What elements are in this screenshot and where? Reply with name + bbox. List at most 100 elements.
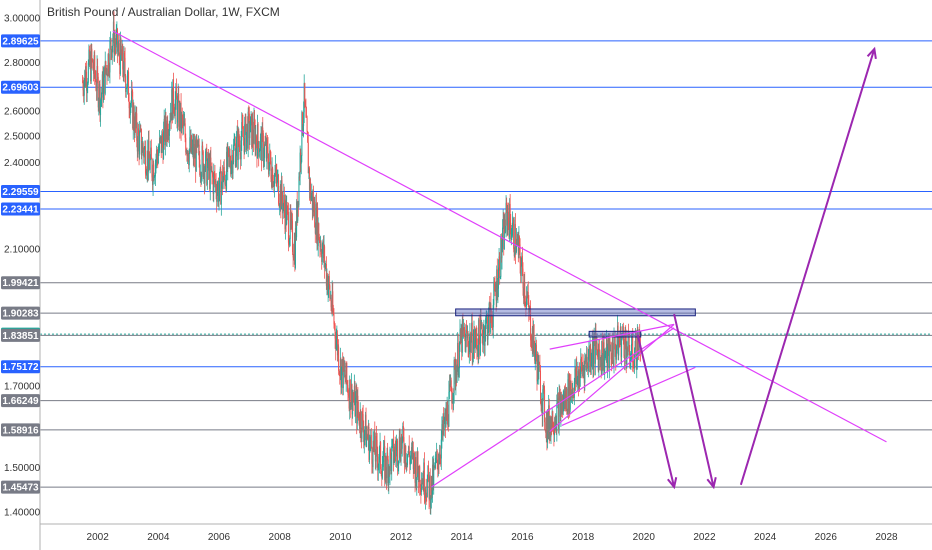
- candle-body-907: [611, 359, 613, 363]
- candle-body-315: [265, 141, 267, 159]
- level-label-box-0: [1, 34, 40, 48]
- candle-body-483: [363, 434, 365, 442]
- candle-body-179: [186, 150, 188, 156]
- candle-body-552: [404, 455, 406, 464]
- candle-body-522: [386, 452, 388, 479]
- candle-body-688: [483, 326, 485, 335]
- x-tick-label-1: 2004: [147, 532, 170, 543]
- candle-body-104: [142, 143, 144, 151]
- candle-body-454: [346, 381, 348, 386]
- candle-body-689: [483, 326, 485, 346]
- candle-body-533: [392, 439, 394, 463]
- candle-body-826: [563, 393, 565, 409]
- candle-body-397: [313, 201, 315, 213]
- candle-body-19: [93, 70, 95, 74]
- candle-body-88: [133, 106, 135, 128]
- candle-body-574: [416, 451, 418, 478]
- candle-body-318: [267, 146, 269, 164]
- candle-body-292: [252, 121, 254, 140]
- x-tick-label-3: 2008: [269, 532, 292, 543]
- candle-body-830: [566, 388, 568, 411]
- candle-body-335: [277, 175, 279, 176]
- candle-body-856: [581, 363, 583, 371]
- candle-body-674: [475, 329, 477, 341]
- candle-body-493: [369, 440, 371, 444]
- candle-body-660: [467, 335, 469, 338]
- candle-body-646: [458, 345, 460, 369]
- candle-body-407: [319, 240, 321, 247]
- candle-body-590: [426, 495, 428, 497]
- candle-body-479: [361, 411, 363, 439]
- candle-body-297: [255, 135, 257, 151]
- candle-body-893: [603, 342, 605, 363]
- candle-body-670: [472, 340, 474, 359]
- candle-body-442: [339, 359, 341, 374]
- candle-body-480: [362, 411, 364, 415]
- candle-body-650: [461, 329, 463, 353]
- candle-body-110: [146, 172, 148, 175]
- level-label-text-5: 1.90283: [2, 309, 39, 320]
- candle-body-63: [118, 43, 120, 57]
- candle-body-374: [300, 152, 302, 164]
- candle-body-765: [528, 302, 530, 314]
- candle-body-322: [269, 150, 271, 162]
- candle-body-357: [290, 211, 292, 224]
- trendlines-layer: [112, 30, 887, 488]
- candle-body-751: [520, 263, 522, 276]
- candle-body-509: [378, 447, 380, 463]
- candle-body-377: [301, 112, 303, 134]
- candle-body-762: [526, 296, 528, 298]
- candle-body-387: [307, 142, 309, 174]
- candle-body-789: [542, 389, 544, 416]
- candle-body-184: [189, 137, 191, 150]
- candle-body-614: [440, 457, 442, 459]
- candle-body-32: [100, 97, 102, 101]
- candle-body-894: [603, 342, 605, 372]
- candle-body-510: [379, 442, 381, 448]
- level-labels-layer: 2.89625 2.69603 2.29559 2.23441 1.99421 1.902…: [1, 34, 40, 494]
- candle-body-294: [253, 118, 255, 144]
- candle-body-832: [567, 379, 569, 413]
- candle-body-356: [289, 211, 291, 240]
- candles-layer: [81, 11, 641, 515]
- candle-body-160: [175, 86, 177, 100]
- candle-body-853: [579, 373, 581, 387]
- candle-body-352: [287, 207, 289, 212]
- candle-body-666: [470, 340, 472, 352]
- candle-body-888: [600, 359, 602, 361]
- candle-body-198: [197, 140, 199, 146]
- candle-body-17: [91, 59, 93, 61]
- candle-body-129: [157, 156, 159, 164]
- candle-body-721: [502, 220, 504, 228]
- candle-body-582: [421, 483, 423, 485]
- candle-body-429: [332, 291, 334, 311]
- candle-body-517: [383, 446, 385, 448]
- candle-body-302: [258, 141, 260, 157]
- candle-body-890: [601, 341, 603, 372]
- candle-body-741: [514, 224, 516, 257]
- candle-body-203: [200, 173, 202, 180]
- candle-body-291: [251, 121, 253, 148]
- candle-body-596: [429, 475, 431, 507]
- candle-body-953: [638, 352, 640, 356]
- candle-body-525: [388, 467, 390, 484]
- candle-body-580: [420, 487, 422, 492]
- candle-body-700: [490, 303, 492, 317]
- candle-body-445: [341, 359, 343, 367]
- candle-body-601: [432, 464, 434, 487]
- candle-body-807: [552, 431, 554, 432]
- candle-body-30: [99, 84, 101, 116]
- candle-body-863: [585, 356, 587, 362]
- candle-body-52: [112, 37, 114, 47]
- candle-body-440: [338, 370, 340, 373]
- candle-body-771: [531, 328, 533, 347]
- candle-body-537: [395, 451, 397, 457]
- candle-body-649: [460, 329, 462, 343]
- candle-body-678: [477, 348, 479, 357]
- candle-body-658: [465, 329, 467, 331]
- level-label-box-7: [1, 328, 40, 342]
- candle-body-829: [565, 388, 567, 403]
- candle-body-699: [489, 303, 491, 333]
- candle-body-896: [604, 354, 606, 355]
